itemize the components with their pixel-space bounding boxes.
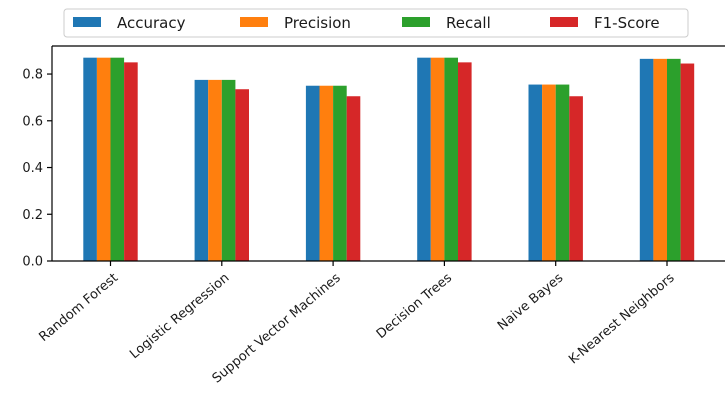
bar-precision-3 (430, 57, 445, 262)
bar-recall-0 (110, 57, 125, 262)
legend-label-f1-score: F1-Score (594, 14, 660, 32)
y-tick-label: 0.8 (22, 68, 43, 83)
legend-box (63, 8, 689, 38)
x-tick-label: Naive Bayes (495, 270, 566, 333)
bar-accuracy-4 (528, 84, 543, 261)
legend-label-precision: Precision (284, 14, 351, 32)
x-tick-label: Support Vector Machines (210, 270, 344, 386)
bar-f1-score-2 (346, 96, 361, 262)
bar-precision-4 (542, 84, 556, 261)
legend-label-recall: Recall (446, 14, 491, 32)
bar-precision-5 (653, 58, 667, 261)
bar-accuracy-3 (417, 57, 431, 262)
legend: Accuracy Precision Recall F1-Score (63, 8, 689, 38)
y-tick-label: 0.6 (22, 114, 43, 129)
legend-label-accuracy: Accuracy (117, 14, 186, 32)
bar-precision-2 (319, 85, 334, 261)
y-tick-label: 0.0 (22, 255, 43, 270)
x-tick-label: K-Nearest Neighbors (566, 270, 678, 367)
bar-recall-1 (221, 79, 236, 261)
bar-recall-4 (555, 84, 570, 261)
bar-recall-5 (667, 58, 681, 261)
legend-swatch-recall (402, 17, 430, 27)
x-tick-label: Random Forest (36, 271, 121, 345)
bar-recall-3 (444, 57, 458, 262)
bar-recall-2 (333, 85, 347, 261)
bar-precision-0 (96, 57, 111, 262)
x-tick-label: Decision Trees (374, 270, 455, 342)
bar-accuracy-2 (305, 85, 320, 261)
bar-accuracy-1 (194, 79, 209, 261)
y-tick-label: 0.4 (22, 161, 43, 176)
x-tick-label: Logistic Regression (127, 271, 232, 363)
y-tick-label: 0.2 (22, 208, 43, 223)
legend-swatch-precision (240, 17, 268, 27)
bar-f1-score-1 (235, 89, 249, 261)
bar-accuracy-0 (83, 57, 97, 262)
bar-precision-1 (208, 79, 222, 261)
bar-f1-score-0 (124, 62, 138, 261)
legend-swatch-accuracy (73, 17, 101, 27)
legend-swatch-f1-score (550, 17, 578, 27)
bar-accuracy-5 (639, 58, 654, 261)
bar-f1-score-5 (680, 63, 695, 261)
bars-layer (83, 57, 695, 262)
bar-f1-score-4 (569, 96, 583, 262)
bar-f1-score-3 (458, 62, 472, 261)
